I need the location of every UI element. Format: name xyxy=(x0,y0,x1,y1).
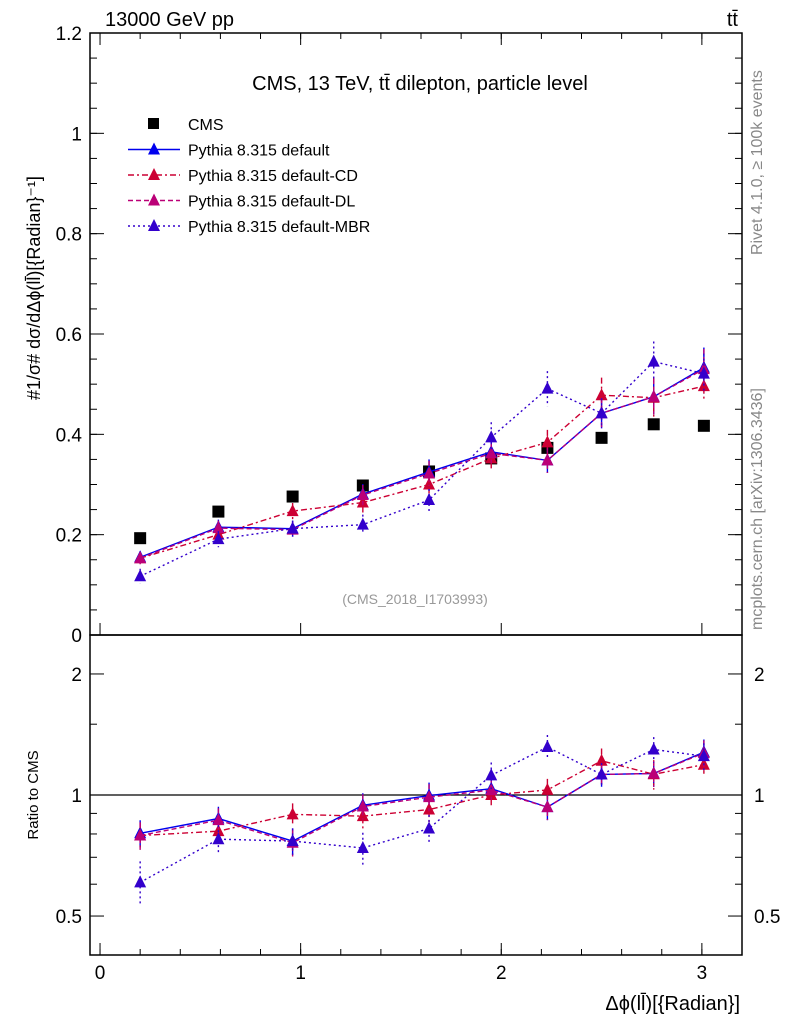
data-point-4 xyxy=(423,493,436,506)
ratio-y-tick-label-right: 2 xyxy=(754,665,765,686)
y-tick-label: 1.2 xyxy=(56,24,82,45)
data-point-3 xyxy=(212,521,225,534)
x-tick-label: 0 xyxy=(95,963,106,984)
data-point-4 xyxy=(647,354,660,367)
data-point-2 xyxy=(286,504,299,517)
legend-label: Pythia 8.315 default xyxy=(188,143,330,160)
ratio-point-4 xyxy=(541,740,554,753)
x-tick-label: 2 xyxy=(496,963,507,984)
header-left: 13000 GeV pp xyxy=(105,9,234,31)
data-point-3 xyxy=(356,488,369,501)
y-tick-label: 0.8 xyxy=(56,225,82,246)
ratio-point-3 xyxy=(423,790,436,803)
ratio-y-tick-label-right: 0.5 xyxy=(754,907,780,928)
cms-data-point xyxy=(697,419,710,432)
data-point-2 xyxy=(595,388,608,401)
series-line-1 xyxy=(139,367,705,558)
y-axis-label: #1/σ# dσ/dΔϕ(ll̄)[{Radian}⁻¹] xyxy=(24,176,44,400)
legend-marker-cms xyxy=(148,118,159,129)
ratio-point-2 xyxy=(595,753,608,766)
data-point-4 xyxy=(212,532,225,545)
ratio-y-tick-label: 1 xyxy=(71,786,82,807)
rivet-version-label: Rivet 4.1.0, ≥ 100k events xyxy=(749,70,766,255)
ratio-point-3 xyxy=(212,813,225,826)
ratio-point-4 xyxy=(595,767,608,780)
data-point-4 xyxy=(595,406,608,419)
ratio-point-4 xyxy=(356,840,369,853)
data-point-4 xyxy=(541,381,554,394)
cms-data-point xyxy=(286,490,299,503)
cms-data-point xyxy=(647,418,660,431)
cms-data-point xyxy=(134,532,147,545)
data-point-2 xyxy=(423,477,436,490)
y-tick-label: 0 xyxy=(71,626,82,647)
ratio-y-tick-label: 0.5 xyxy=(56,907,82,928)
x-tick-label: 3 xyxy=(697,963,708,984)
legend-label: CMS xyxy=(188,117,224,134)
data-point-2 xyxy=(541,435,554,448)
legend-marker xyxy=(148,193,160,206)
ratio-point-4 xyxy=(647,742,660,755)
data-point-3 xyxy=(423,466,436,479)
ratio-point-3 xyxy=(356,799,369,812)
ratio-line-4 xyxy=(139,746,704,884)
data-point-3 xyxy=(541,453,554,466)
y-tick-label: 0.6 xyxy=(56,325,82,346)
data-point-4 xyxy=(356,517,369,530)
legend-marker xyxy=(148,168,160,180)
ratio-point-4 xyxy=(286,834,299,847)
ratio-point-3 xyxy=(647,766,660,779)
y-tick-label: 0.2 xyxy=(56,526,82,547)
ratio-point-4 xyxy=(423,821,436,834)
data-point-3 xyxy=(647,389,660,402)
data-point-3 xyxy=(485,446,498,459)
ratio-point-4 xyxy=(134,875,147,888)
cms-data-point xyxy=(595,431,608,444)
data-point-4 xyxy=(286,521,299,534)
ratio-line-3 xyxy=(140,752,705,844)
legend-label: Pythia 8.315 default-MBR xyxy=(188,219,370,236)
x-tick-label: 1 xyxy=(295,963,306,984)
mcplots-label: mcplots.cern.ch [arXiv:1306.3436] xyxy=(749,388,766,630)
ratio-point-3 xyxy=(134,828,147,841)
x-axis-label: Δϕ(ll̄)[{Radian}] xyxy=(605,992,740,1015)
data-point-4 xyxy=(485,430,498,443)
ratio-point-4 xyxy=(697,749,710,762)
data-point-4 xyxy=(134,569,147,582)
y-tick-label: 0.4 xyxy=(56,425,83,446)
series-line-2 xyxy=(139,385,705,559)
y-tick-label: 1 xyxy=(71,124,82,145)
data-point-3 xyxy=(134,551,147,564)
data-point-4 xyxy=(697,366,710,379)
ratio-point-4 xyxy=(212,832,225,845)
ratio-point-3 xyxy=(541,800,554,813)
chart-title: CMS, 13 TeV, tt̄ dilepton, particle leve… xyxy=(252,73,588,95)
cms-data-point xyxy=(212,505,225,518)
legend-label: Pythia 8.315 default-CD xyxy=(188,168,358,185)
ratio-point-4 xyxy=(485,768,498,781)
header-right: tt̄ xyxy=(727,9,739,31)
ratio-y-axis-label: Ratio to CMS xyxy=(25,750,42,839)
ratio-point-2 xyxy=(541,782,554,795)
analysis-watermark: (CMS_2018_I1703993) xyxy=(342,591,488,607)
ratio-y-tick-label: 2 xyxy=(71,665,82,686)
legend-label: Pythia 8.315 default-DL xyxy=(188,194,355,211)
series-line-4 xyxy=(139,360,705,577)
ratio-point-2 xyxy=(286,807,299,820)
ratio-y-tick-label-right: 1 xyxy=(754,786,765,807)
series-line-3 xyxy=(139,368,705,559)
legend-marker xyxy=(148,142,160,155)
legend-marker xyxy=(148,219,160,231)
ratio-line-2 xyxy=(140,760,705,837)
